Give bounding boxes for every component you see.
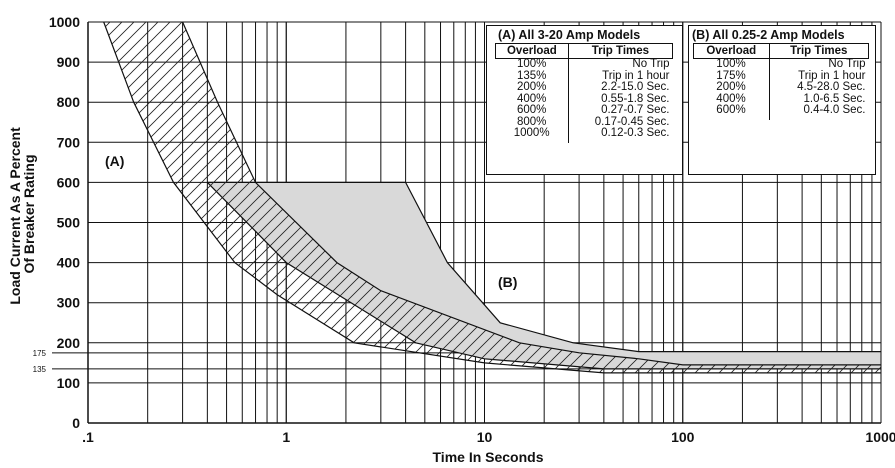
x-tick-label: 1000 bbox=[865, 429, 895, 445]
table-a-row: 800% 0.17-0.45 Sec. bbox=[495, 115, 673, 128]
table-b-overload-cell: 200% bbox=[693, 81, 770, 94]
table-b-overload-cell: 600% bbox=[693, 104, 770, 120]
region-a-lower-curve bbox=[103, 21, 881, 374]
table-b-row: 600% 0.4-4.0 Sec. bbox=[693, 104, 869, 120]
y-tick-label: 800 bbox=[57, 94, 81, 110]
y-tick-label: 400 bbox=[57, 255, 81, 271]
table-a-trip-time-cell: 0.55-1.8 Sec. bbox=[601, 92, 670, 105]
y-axis-title-line-1: Load Current As A Percent bbox=[7, 127, 23, 305]
table-a-header-trip-times: Trip Times bbox=[567, 43, 674, 59]
table-b-trip-time-cell: 1.0-6.5 Sec. bbox=[803, 92, 866, 105]
y-tick-label: 100 bbox=[57, 375, 81, 391]
region-label-a: (A) bbox=[105, 153, 124, 169]
table-b-overload-cell: 100% bbox=[693, 58, 770, 71]
y-extra-tick-label: 135 bbox=[33, 365, 47, 374]
y-tick-label: 1000 bbox=[49, 14, 80, 30]
table-b-row: 400% 1.0-6.5 Sec. bbox=[693, 92, 869, 105]
x-tick-label: 100 bbox=[671, 429, 695, 445]
table-b-row: 100% No Trip bbox=[693, 58, 869, 71]
y-axis-title: Load Current As A Percent Of Breaker Rat… bbox=[7, 123, 37, 304]
table-a-overload-cell: 135% bbox=[495, 70, 569, 82]
table-a-row: 100% No Trip bbox=[495, 58, 673, 71]
table-a-title: (A) All 3-20 Amp Models bbox=[498, 28, 641, 42]
table-b: (B) All 0.25-2 Amp Models Overload Trip … bbox=[688, 25, 876, 175]
table-a-grid: Overload Trip Times 100% No Trip 135% Trip … bbox=[495, 43, 674, 143]
table-a-overload-cell: 100% bbox=[495, 58, 569, 71]
y-tick-label: 200 bbox=[57, 335, 81, 351]
table-a-row: 200% 2.2-15.0 Sec. bbox=[495, 81, 673, 94]
table-a-trip-time-cell: Trip in 1 hour bbox=[602, 69, 670, 82]
table-a-trip-time-cell: 2.2-15.0 Sec. bbox=[601, 81, 670, 93]
y-tick-label: 300 bbox=[57, 295, 81, 311]
table-a-row: 1000% 0.12-0.3 Sec. bbox=[495, 127, 673, 143]
table-a-trip-time-cell: 0.17-0.45 Sec. bbox=[594, 115, 670, 128]
y-tick-label: 700 bbox=[57, 134, 81, 150]
region-a-band bbox=[103, 22, 881, 373]
table-b-title: (B) All 0.25-2 Amp Models bbox=[692, 28, 845, 42]
table-a-overload-cell: 200% bbox=[495, 81, 569, 94]
region-b-band bbox=[207, 182, 881, 369]
x-tick-label: 1 bbox=[282, 429, 290, 445]
table-b-overload-cell: 175% bbox=[693, 70, 770, 82]
plot-frame bbox=[87, 22, 882, 424]
table-a-overload-cell: 800% bbox=[495, 116, 569, 128]
table-b-overload-cell: 400% bbox=[693, 93, 770, 105]
region-label-b: (B) bbox=[498, 274, 517, 290]
table-a-trip-time-cell: 0.12-0.3 Sec. bbox=[601, 127, 670, 139]
table-b-row: 200% 4.5-28.0 Sec. bbox=[693, 81, 869, 94]
table-b-grid: Overload Trip Times 100% No Trip 175% Trip … bbox=[693, 43, 870, 120]
table-a-row: 600% 0.27-0.7 Sec. bbox=[495, 104, 673, 117]
table-a-header-overload: Overload bbox=[495, 43, 569, 59]
table-b-row: 175% Trip in 1 hour bbox=[693, 69, 869, 82]
tick-labels: 0 100 200 300 400 500 600 700 800 900 1000 175 135 .1… bbox=[33, 14, 895, 445]
y-tick-label: 0 bbox=[72, 415, 80, 431]
region-a-layer bbox=[103, 21, 881, 374]
y-tick-label: 900 bbox=[57, 54, 81, 70]
table-a-trip-time-cell: No Trip bbox=[632, 58, 670, 70]
table-a: (A) All 3-20 Amp Models Overload Trip Ti… bbox=[486, 25, 683, 175]
table-a-overload-cell: 600% bbox=[495, 104, 569, 117]
table-a-overload-cell: 400% bbox=[495, 93, 569, 105]
x-tick-label: .1 bbox=[82, 429, 94, 445]
y-extra-tick-label: 175 bbox=[33, 349, 47, 358]
x-tick-label: 10 bbox=[477, 429, 493, 445]
region-b-upper-curve bbox=[405, 182, 881, 353]
table-b-header-trip-times: Trip Times bbox=[768, 43, 870, 59]
y-tick-label: 600 bbox=[57, 174, 81, 190]
table-a-row: 135% Trip in 1 hour bbox=[495, 69, 673, 82]
table-b-header-overload: Overload bbox=[693, 43, 770, 59]
y-axis-title-line-2: Of Breaker Rating bbox=[21, 154, 37, 273]
table-a-row: 400% 0.55-1.8 Sec. bbox=[495, 92, 673, 105]
table-b-trip-time-cell: 4.5-28.0 Sec. bbox=[797, 81, 866, 93]
table-a-trip-time-cell: 0.27-0.7 Sec. bbox=[601, 104, 670, 116]
table-b-trip-time-cell: No Trip bbox=[828, 58, 866, 70]
table-b-trip-time-cell: Trip in 1 hour bbox=[798, 69, 866, 82]
y-tick-label: 500 bbox=[57, 215, 81, 231]
table-a-overload-cell: 1000% bbox=[495, 127, 569, 143]
x-axis-title: Time In Seconds bbox=[433, 449, 544, 465]
region-a-upper-curve bbox=[182, 21, 881, 366]
table-b-trip-time-cell: 0.4-4.0 Sec. bbox=[803, 104, 866, 116]
